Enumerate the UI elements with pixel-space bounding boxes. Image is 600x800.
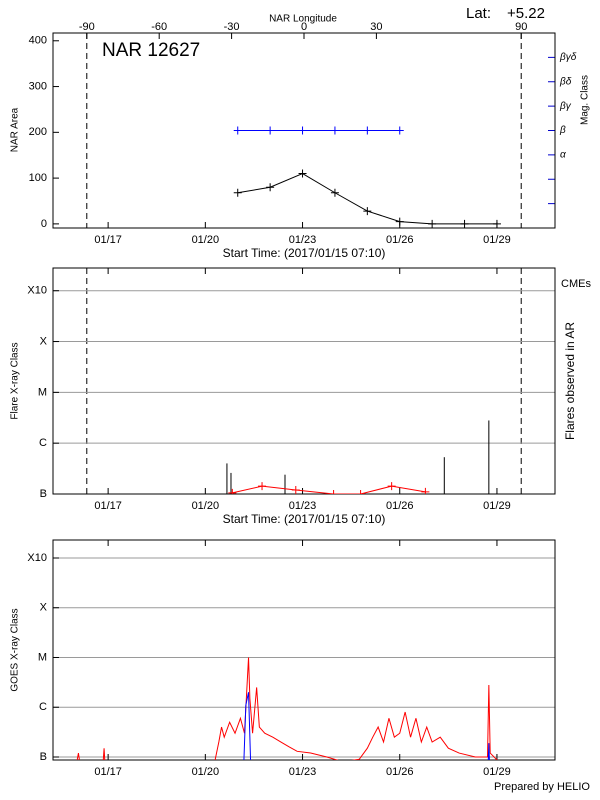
y2-axis-label: Mag. Class [580,75,591,125]
point-marker [330,126,339,135]
point-marker [363,126,372,135]
y-tick-label: B [40,751,47,763]
y-tick-label: 200 [29,126,47,138]
x-tick-label: 01/23 [289,500,317,512]
x-tick-label: 01/29 [483,234,511,246]
y-tick-label: 0 [41,218,47,230]
series-line [76,657,498,760]
y-tick-label: X [40,602,48,614]
x-tick-label: 01/23 [289,766,317,778]
point-marker [492,219,501,228]
plot-frame [52,267,556,495]
point-marker [291,485,300,494]
y-tick-label: M [38,651,47,663]
x-axis-label: Start Time: (2017/01/15 07:10) [223,246,386,260]
point-marker [387,482,396,491]
y2-tick-label: α [560,150,566,161]
point-marker [298,126,307,135]
lat-value: +5.22 [507,5,545,22]
x2-tick-label: 30 [370,21,382,33]
point-marker [395,126,404,135]
x2-tick-label: 90 [515,21,527,33]
x-tick-label: 01/26 [386,234,414,246]
plot-area [233,126,501,228]
y2-tick-label: βγδ [559,52,577,63]
x-tick-label: 01/26 [386,500,414,512]
series-line [232,485,426,494]
footer: Prepared by HELIO [494,781,590,793]
series-line [243,692,490,760]
plot-area [76,657,498,760]
plot-frame [52,32,556,229]
x2-tick-label: 0 [301,21,307,33]
y-tick-label: B [40,488,47,500]
y-tick-label: 300 [29,80,47,92]
y2-tick-label: βγ [559,101,572,112]
y-tick-label: M [38,386,47,398]
point-marker [228,488,237,494]
point-marker [363,207,372,216]
x-tick-label: 01/17 [94,766,122,778]
y-tick-label: X10 [27,285,47,297]
y-tick-label: 400 [29,35,47,47]
y-axis-label: Flare X-ray Class [10,342,21,419]
x-tick-label: 01/17 [94,234,122,246]
x-tick-label: 01/20 [192,500,220,512]
point-marker [428,219,437,228]
x2-axis-label: NAR Longitude [269,14,337,25]
point-marker [233,126,242,135]
x-tick-label: 01/17 [94,500,122,512]
x-tick-label: 01/20 [192,766,220,778]
point-marker [329,490,338,494]
x2-tick-label: -30 [224,21,240,33]
y2-tick-label: β [559,125,566,136]
x-tick-label: 01/29 [483,500,511,512]
y2-tick-label: βδ [559,76,572,87]
y-tick-label: X10 [27,552,47,564]
series-line [237,172,497,225]
x2-tick-label: -60 [151,21,167,33]
y-tick-label: 100 [29,172,47,184]
plot-area [226,420,490,494]
y-axis-label: GOES X-ray Class [10,608,21,691]
point-marker [460,219,469,228]
x-tick-label: 01/29 [483,766,511,778]
point-marker [356,490,365,494]
y-tick-label: C [39,701,47,713]
x2-tick-label: -90 [79,21,95,33]
point-marker [395,217,404,226]
y-axis-label: NAR Area [10,107,21,152]
point-marker [298,169,307,178]
point-marker [330,188,339,197]
y2-axis-label: Flares observed in AR [563,322,577,440]
plot-frame [52,539,556,761]
point-marker [233,188,242,197]
x-tick-label: 01/26 [386,766,414,778]
y-tick-label: X [40,335,48,347]
point-marker [421,487,430,494]
legend-entry: CMEs [561,278,591,290]
point-marker [266,126,275,135]
x-axis-label: Start Time: (2017/01/15 07:10) [223,512,386,526]
annotation: NAR 12627 [102,40,200,61]
lat-label: Lat: [466,5,491,22]
point-marker [258,482,267,491]
point-marker [266,183,275,192]
x-tick-label: 01/23 [289,234,317,246]
y-tick-label: C [39,437,47,449]
x-tick-label: 01/20 [192,234,220,246]
